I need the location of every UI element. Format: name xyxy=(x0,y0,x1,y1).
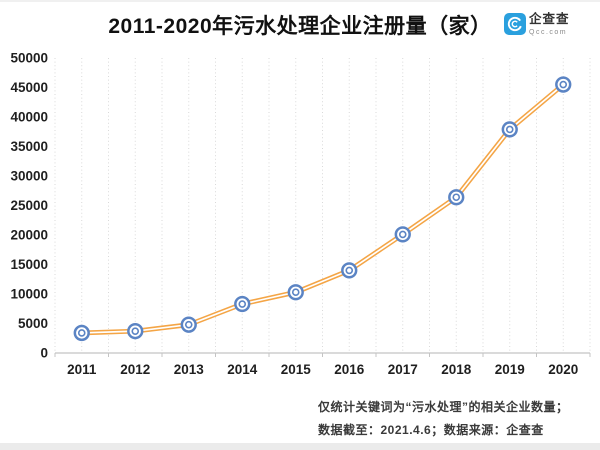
x-tick-label: 2011 xyxy=(67,362,97,377)
chart-title: 2011-2020年污水处理企业注册量（家） xyxy=(108,15,492,38)
data-point-marker-inner-2014 xyxy=(238,300,247,308)
bottom-border xyxy=(0,443,600,450)
top-border xyxy=(0,0,600,2)
y-tick-label: 25000 xyxy=(10,198,48,213)
data-point-marker-inner-2013 xyxy=(184,320,193,329)
chart-header: 2011-2020年污水处理企业注册量（家） xyxy=(0,10,600,40)
x-tick-label: 2015 xyxy=(281,362,312,377)
y-tick-label: 15000 xyxy=(10,257,48,272)
y-tick-label: 5000 xyxy=(18,316,48,331)
data-point-marker-inner-2015 xyxy=(291,288,300,297)
y-tick-label: 40000 xyxy=(10,110,48,125)
qcc-logo-name: 企查查 xyxy=(529,12,570,26)
qcc-logo: 企查查 Qcc.com xyxy=(504,13,570,36)
chart-footnotes: 仅统计关键词为“污水处理”的相关企业数量； 数据截至：2021.4.6；数据来源… xyxy=(318,396,569,442)
data-point-marker-inner-2019 xyxy=(505,125,514,134)
x-tick-label: 2020 xyxy=(548,362,578,377)
x-tick-label: 2016 xyxy=(334,362,365,377)
x-tick-label: 2014 xyxy=(227,362,258,377)
x-tick-label: 2012 xyxy=(120,362,150,377)
y-tick-label: 30000 xyxy=(10,169,48,184)
y-tick-label: 35000 xyxy=(10,139,48,154)
data-point-marker-inner-2020 xyxy=(559,80,568,89)
footnote-line-2: 数据截至：2021.4.6；数据来源：企查查 xyxy=(318,423,544,437)
y-tick-label: 20000 xyxy=(10,228,48,243)
y-tick-label: 50000 xyxy=(10,51,48,66)
y-tick-label: 10000 xyxy=(10,287,48,302)
x-tick-label: 2019 xyxy=(495,362,525,377)
x-tick-label: 2013 xyxy=(174,362,205,377)
x-tick-label: 2018 xyxy=(441,362,472,377)
data-point-marker-inner-2012 xyxy=(131,327,140,335)
series-line-core xyxy=(80,83,565,334)
qcc-ring-glyph xyxy=(507,16,523,32)
qcc-logo-domain: Qcc.com xyxy=(529,28,568,36)
qcc-logo-text: 企查查 Qcc.com xyxy=(529,13,570,36)
y-tick-label: 45000 xyxy=(10,80,48,95)
y-tick-label: 0 xyxy=(40,346,48,361)
footnote-line-1: 仅统计关键词为“污水处理”的相关企业数量； xyxy=(318,400,569,414)
data-point-marker-inner-2017 xyxy=(398,230,407,239)
data-point-marker-inner-2016 xyxy=(345,266,354,275)
data-point-marker-inner-2018 xyxy=(452,193,461,202)
data-point-marker-inner-2011 xyxy=(77,329,86,337)
x-tick-label: 2017 xyxy=(388,362,418,377)
qcc-logo-icon xyxy=(504,13,526,35)
